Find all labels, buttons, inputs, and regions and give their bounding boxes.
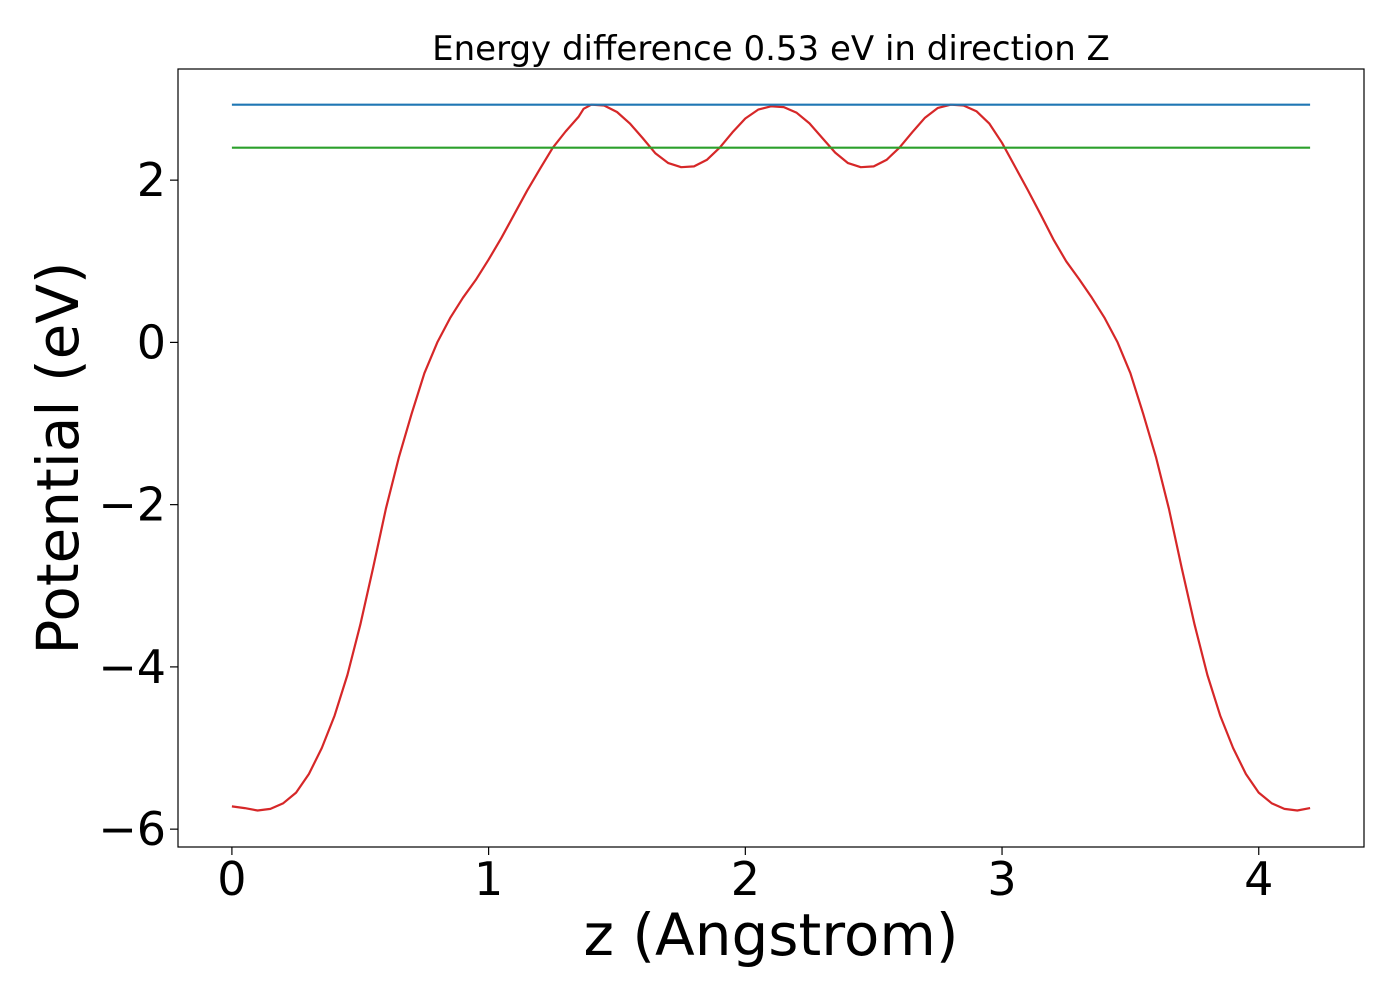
x-axis-label: z (Angstrom) bbox=[584, 901, 959, 969]
chart-title: Energy difference 0.53 eV in direction Z bbox=[432, 29, 1110, 69]
y-tick-label: 0 bbox=[137, 315, 166, 369]
x-tick-label: 0 bbox=[217, 852, 246, 906]
x-tick-label: 4 bbox=[1244, 852, 1273, 906]
y-axis-ticks: −6 −4 −2 0 2 bbox=[98, 153, 178, 856]
y-tick-label: 2 bbox=[137, 153, 166, 207]
x-tick-label: 2 bbox=[731, 852, 760, 906]
x-axis-ticks: 0 1 2 3 4 bbox=[217, 847, 1273, 906]
y-axis-label: Potential (eV) bbox=[24, 261, 92, 654]
y-tick-label: −4 bbox=[98, 640, 166, 694]
plot-frame bbox=[177, 68, 1365, 848]
y-tick-label: −2 bbox=[98, 478, 166, 532]
series-layer bbox=[231, 103, 1311, 812]
x-tick-label: 3 bbox=[987, 852, 1016, 906]
y-tick-label: −6 bbox=[98, 802, 166, 856]
x-tick-label: 1 bbox=[474, 852, 503, 906]
series-line-0 bbox=[231, 103, 1311, 812]
